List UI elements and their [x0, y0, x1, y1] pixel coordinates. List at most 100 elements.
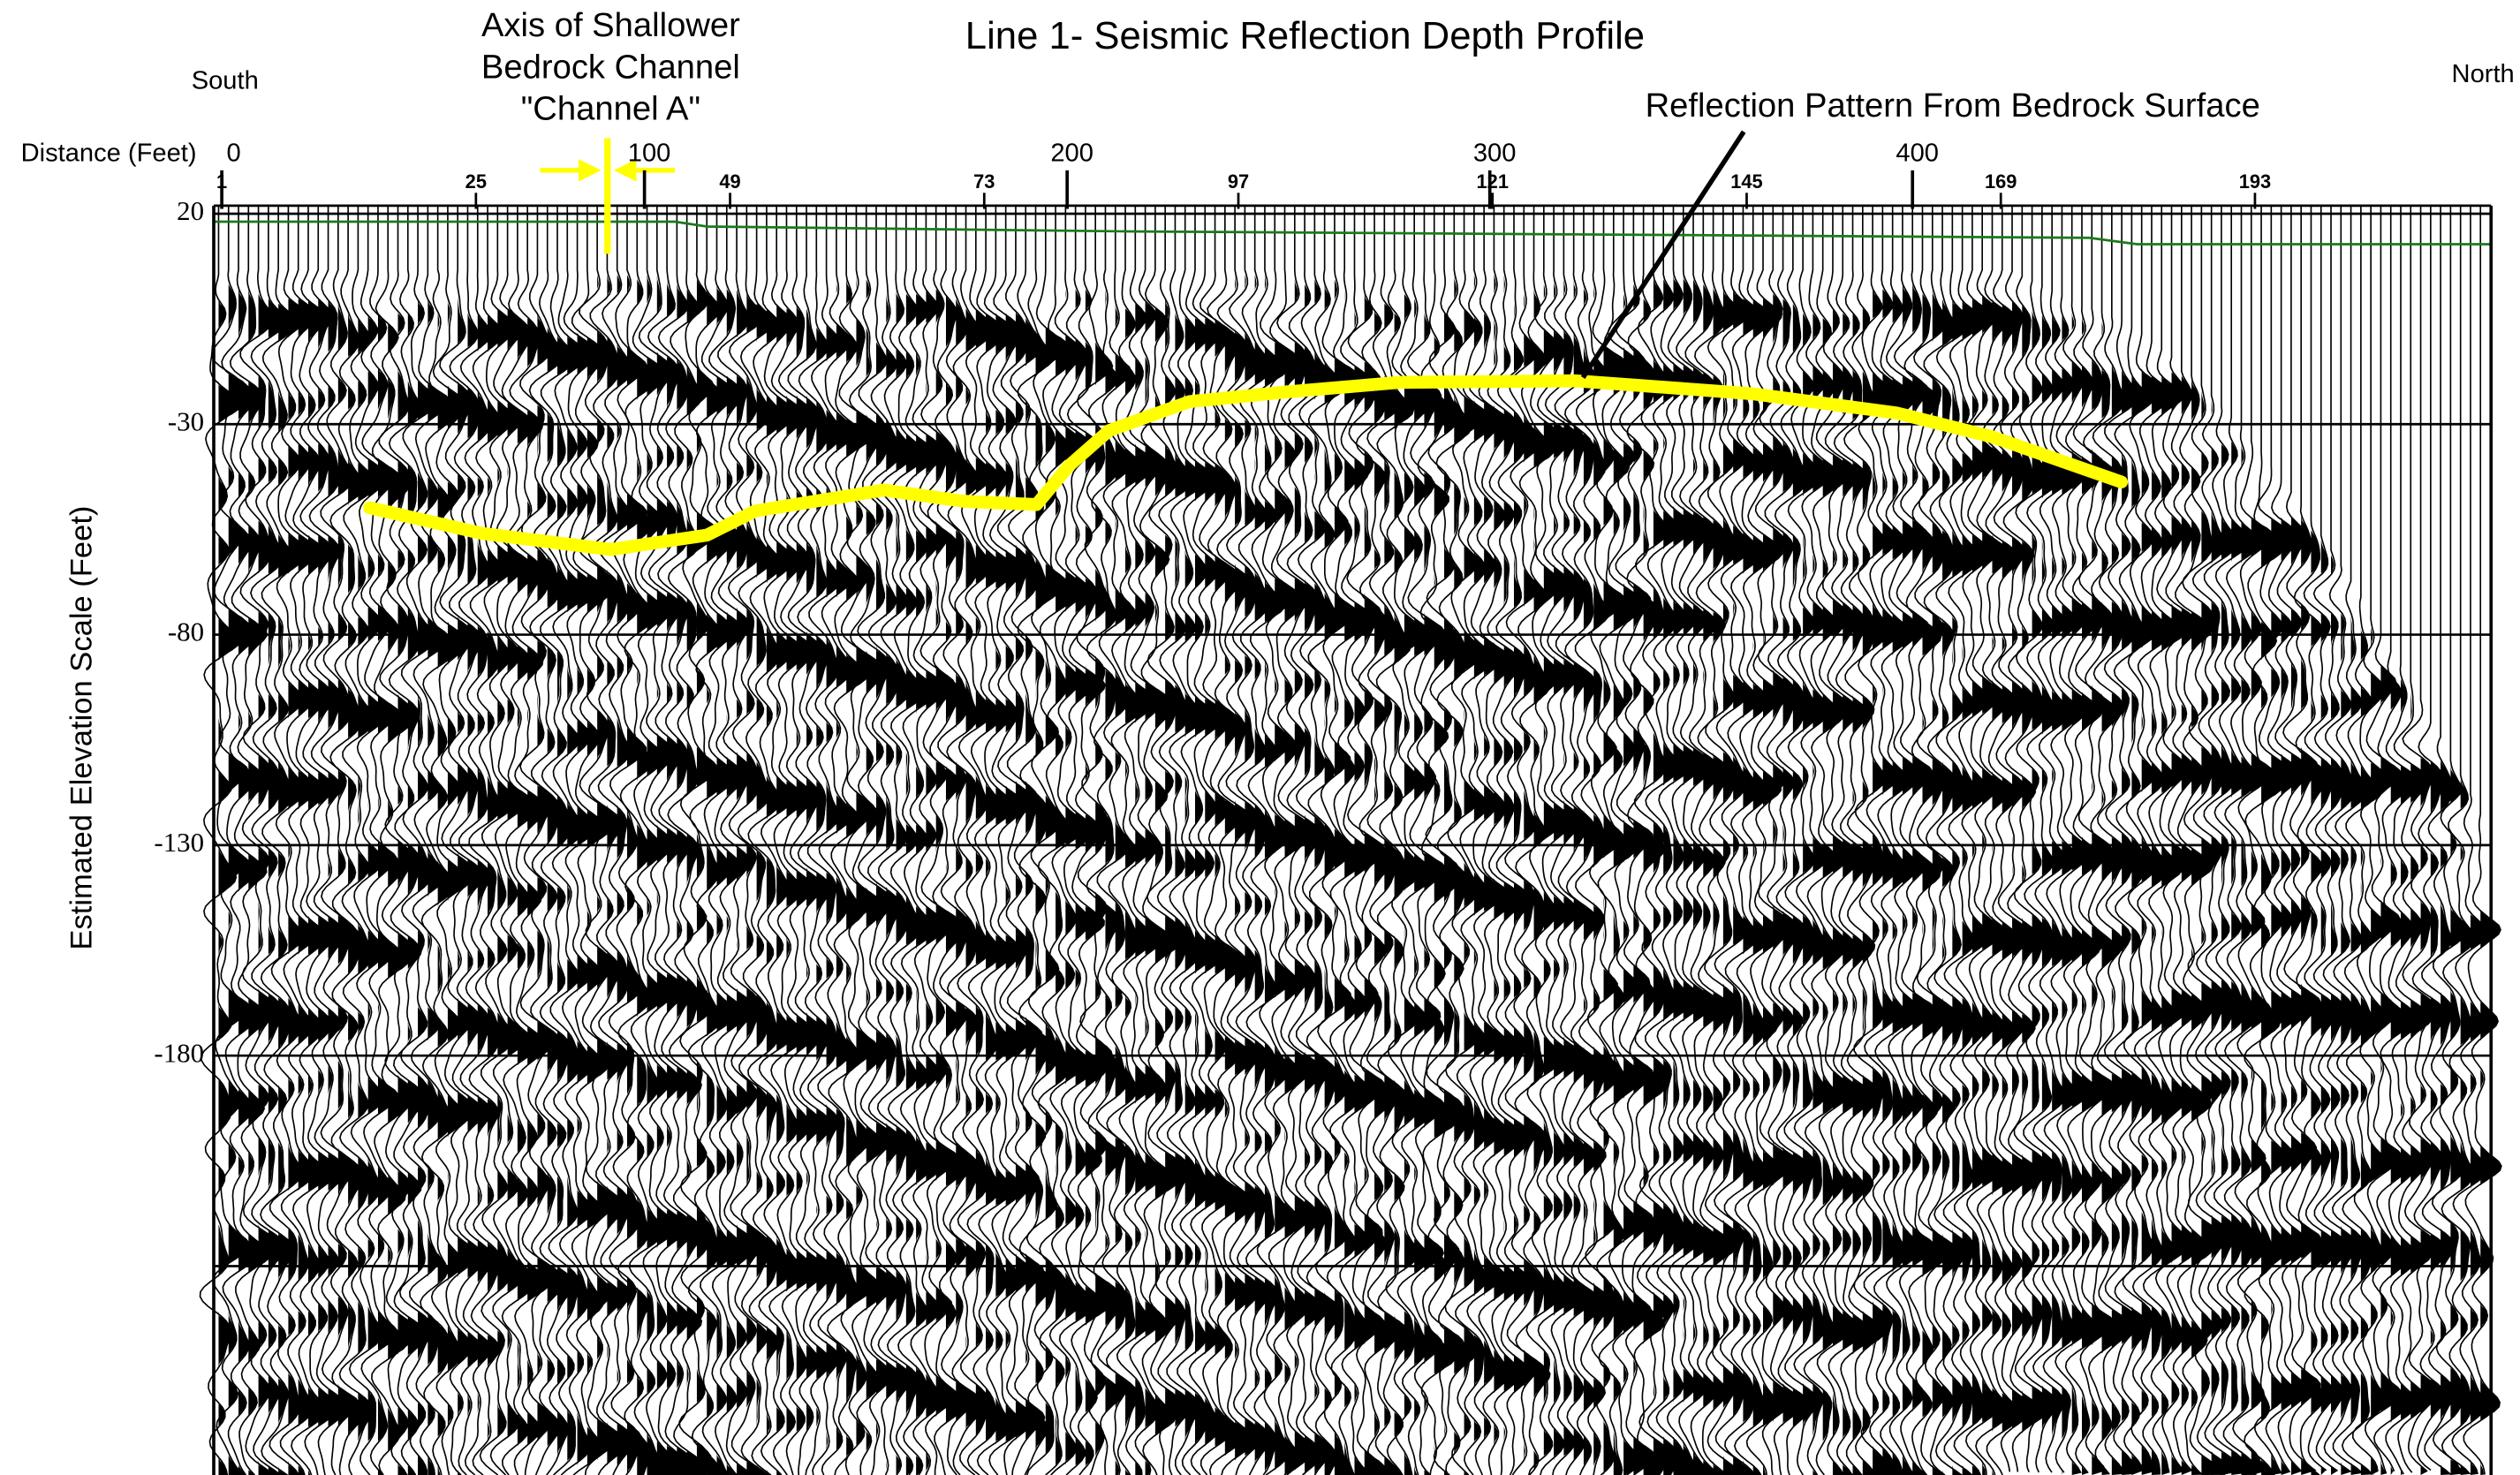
trace-tick-label: 1 — [216, 170, 227, 193]
trace-fill — [1912, 269, 1936, 1475]
trace-fill — [1135, 269, 1159, 1475]
trace-fill — [2211, 395, 2235, 1475]
trace-wiggle — [608, 205, 645, 1475]
trace-wiggle — [976, 205, 1015, 1475]
title: Line 1- Seismic Reflection Depth Profile — [965, 14, 1645, 57]
trace-fill — [1194, 269, 1219, 1475]
x-tick-label: 300 — [1473, 139, 1517, 167]
trace-wiggle — [2393, 205, 2429, 1473]
trace-fill — [1543, 269, 1566, 1475]
trace-wiggle — [2282, 205, 2319, 1471]
trace-fill — [477, 269, 497, 1475]
trace-wiggle — [2244, 205, 2280, 1475]
trace-fill — [2151, 341, 2176, 1475]
trace-fill — [1105, 269, 1124, 1475]
trace-wiggle — [946, 205, 984, 1475]
seismic-traces — [199, 205, 2502, 1475]
trace-fill — [1524, 269, 1543, 1475]
trace-fill — [1184, 269, 1208, 1475]
trace-fill — [1852, 269, 1877, 1475]
trace-fill — [1583, 269, 1607, 1475]
trace-wiggle — [2064, 205, 2100, 1474]
trace-wiggle — [2072, 205, 2112, 1471]
trace-wiggle — [1607, 205, 1643, 1475]
trace-wiggle — [1346, 205, 1383, 1475]
trace-wiggle — [1286, 205, 1323, 1475]
trace-fill — [2082, 306, 2104, 1475]
trace-fill — [1812, 269, 1836, 1475]
trace-wiggle — [1435, 205, 1472, 1475]
trace-fill — [2400, 664, 2424, 1475]
trace-wiggle — [1235, 205, 1272, 1475]
trace-fill — [1045, 269, 1070, 1475]
trace-wiggle — [2441, 205, 2476, 1475]
trace-fill — [2251, 440, 2275, 1475]
annotation-pointer — [1580, 130, 1746, 379]
trace-wiggle — [1166, 205, 1204, 1475]
trace-fill — [288, 269, 313, 1475]
trace-wiggle — [1305, 205, 1343, 1475]
annotation-line: Axis of Shallower — [481, 6, 740, 44]
trace-wiggle — [2002, 205, 2042, 1472]
trace-wiggle — [628, 205, 666, 1475]
trace-wiggle — [2232, 205, 2272, 1472]
trace-fill — [2301, 506, 2322, 1475]
annotation: Reflection Pattern From Bedrock Surface — [1646, 87, 2260, 125]
trace-fill — [2221, 405, 2243, 1475]
trace-fill — [926, 269, 950, 1475]
trace-wiggle — [2042, 205, 2082, 1473]
trace-fill — [1015, 269, 1038, 1475]
trace-wiggle — [910, 205, 946, 1475]
trace-wiggle — [1563, 205, 1602, 1475]
trace-wiggle — [1199, 205, 1235, 1475]
trace-fill — [437, 269, 461, 1475]
trace-fill — [2141, 334, 2166, 1475]
trace-fill — [1215, 269, 1239, 1475]
trace-wiggle — [260, 205, 297, 1475]
trace-fill — [826, 269, 845, 1475]
trace-wiggle — [1275, 205, 1313, 1475]
trace-fill — [816, 269, 837, 1475]
trace-wiggle — [239, 205, 277, 1475]
trace-wiggle — [1666, 205, 1703, 1475]
trace-wiggle — [558, 205, 597, 1475]
trace-wiggle — [2351, 205, 2390, 1472]
trace-fill — [1843, 269, 1866, 1475]
trace-wiggle — [2411, 205, 2448, 1471]
trace-fill — [537, 269, 560, 1475]
trace-wiggle — [1037, 205, 1073, 1475]
trace-fill — [2380, 630, 2403, 1475]
trace-fill — [2371, 613, 2394, 1475]
trace-wiggle — [1655, 205, 1692, 1475]
trace-fill — [2071, 301, 2094, 1475]
trace-wiggle — [2293, 205, 2331, 1475]
y-tick-label: -30 — [168, 405, 204, 436]
y-axis-label: Estimated Elevation Scale (Feet) — [65, 506, 99, 950]
trace-wiggle — [1245, 205, 1284, 1475]
trace-wiggle — [1066, 205, 1105, 1475]
trace-wiggle — [876, 205, 914, 1475]
trace-wiggle — [1295, 205, 1332, 1475]
trace-wiggle — [866, 205, 904, 1475]
x-tick-label: 100 — [628, 139, 671, 167]
direction-north: North — [2452, 60, 2515, 88]
trace-fill — [397, 269, 422, 1475]
annotation-line: "Channel A" — [521, 90, 700, 128]
trace-fill — [1125, 269, 1148, 1475]
trace-wiggle — [1684, 205, 1723, 1475]
trace-fill — [2171, 357, 2194, 1475]
trace-fill — [2122, 321, 2143, 1475]
trace-wiggle — [539, 205, 575, 1475]
trace-wiggle — [927, 205, 966, 1475]
trace-wiggle — [966, 205, 1006, 1475]
trace-fill — [2052, 291, 2076, 1475]
trace-wiggle — [1615, 205, 1653, 1475]
x-tick-label: 0 — [227, 139, 241, 167]
trace-tick-label: 73 — [973, 170, 995, 193]
trace-wiggle — [1525, 205, 1563, 1475]
trace-wiggle — [308, 205, 348, 1475]
trace-wiggle — [2303, 205, 2340, 1471]
trace-fill — [527, 269, 552, 1475]
trace-wiggle — [857, 205, 894, 1475]
